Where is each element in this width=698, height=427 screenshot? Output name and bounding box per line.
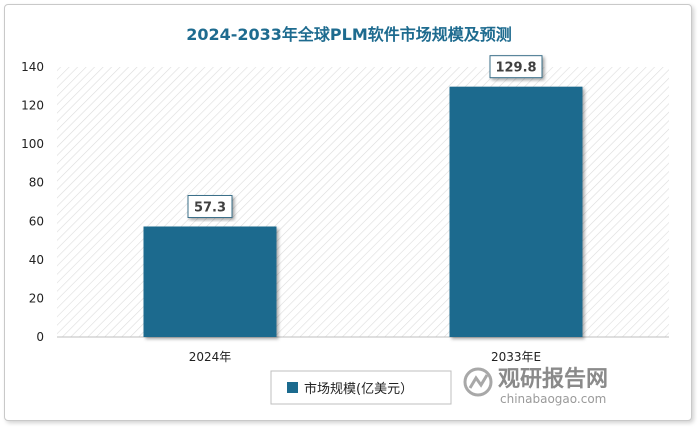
x-tick-label: 2024年 xyxy=(189,350,232,364)
y-tick-label: 60 xyxy=(29,214,44,228)
y-tick-label: 80 xyxy=(29,176,44,190)
chart-title: 2024-2033年全球PLM软件市场规模及预测 xyxy=(186,25,512,44)
legend: 市场规模(亿美元） xyxy=(270,370,452,405)
watermark-cn: 观研报告网 xyxy=(498,367,608,392)
y-tick-label: 0 xyxy=(36,330,44,344)
legend-box xyxy=(270,370,452,405)
bar xyxy=(143,226,277,337)
data-labels: 57.3 129.8 xyxy=(187,55,543,218)
watermark-logo-icon xyxy=(463,367,493,397)
legend-swatch xyxy=(287,382,298,393)
y-tick-label: 120 xyxy=(21,99,44,113)
x-tick-label: 2033年E xyxy=(491,350,541,364)
data-label: 57.3 xyxy=(194,200,226,215)
data-label-box xyxy=(187,194,233,218)
legend-label: 市场规模(亿美元） xyxy=(304,381,413,397)
y-axis: 0 20 40 60 80 100 120 140 xyxy=(21,60,44,344)
watermark-en: chinabaogao.com xyxy=(500,392,606,406)
y-tick-label: 140 xyxy=(21,60,44,74)
y-tick-label: 20 xyxy=(29,291,44,305)
watermark: 观研报告网 chinabaogao.com xyxy=(463,367,608,406)
bar xyxy=(449,86,583,338)
x-axis: 2024年 2033年E xyxy=(189,350,541,364)
y-tick-label: 100 xyxy=(21,137,44,151)
bars xyxy=(143,86,583,338)
y-tick-label: 40 xyxy=(29,253,44,267)
data-label-box xyxy=(489,55,543,79)
data-label: 129.8 xyxy=(495,61,536,76)
